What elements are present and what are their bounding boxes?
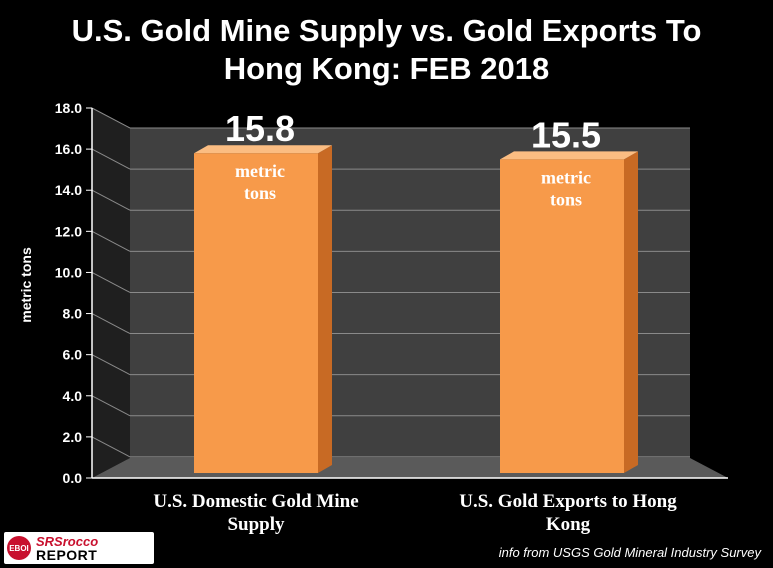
gridline-side [91, 189, 131, 211]
x-category-label-2: U.S. Gold Exports to Hong Kong [438, 490, 698, 536]
unit-label-line1-1: metric [235, 161, 285, 181]
srsrocco-report-logo: EBOI SRSrocco REPORT [4, 532, 154, 564]
logo-name: SRSrocco [36, 534, 99, 549]
unit-label-line2-1: tons [244, 183, 276, 203]
y-tick-label: 14.0 [55, 182, 82, 198]
bar-2 [500, 159, 624, 473]
gridline-side [91, 230, 131, 252]
gridline-side [91, 148, 131, 170]
chart-title-line-1: U.S. Gold Mine Supply vs. Gold Exports T… [71, 13, 702, 48]
y-tick-label: 8.0 [63, 306, 83, 322]
y-tick-label: 16.0 [55, 141, 82, 157]
y-tick-label: 4.0 [63, 388, 83, 404]
x-category-label-1-line-2: Supply [227, 514, 285, 535]
logo-badge-icon: EBOI [7, 536, 31, 560]
y-tick-label: 6.0 [63, 347, 83, 363]
y-tick-label: 2.0 [63, 429, 83, 445]
y-tick-label: 12.0 [55, 223, 82, 239]
chart-title-line-2: Hong Kong: FEB 2018 [223, 51, 550, 86]
value-label-2: 15.5 [531, 114, 601, 155]
side-wall [92, 108, 130, 478]
y-tick-label: 18.0 [55, 100, 82, 116]
logo-report: REPORT [36, 547, 98, 563]
value-label-1: 15.8 [225, 108, 295, 149]
gridline-side [91, 436, 131, 458]
bar-side-1 [318, 145, 332, 473]
x-category-label-2-line-2: Kong [545, 514, 591, 535]
x-category-label-2-line-1: U.S. Gold Exports to Hong [459, 491, 677, 512]
gridline-side [91, 272, 131, 293]
y-axis-label: metric tons [18, 247, 34, 323]
chart-title: U.S. Gold Mine Supply vs. Gold Exports T… [0, 12, 773, 88]
y-tick-label: 0.0 [63, 470, 83, 486]
bar-top-2 [500, 151, 638, 160]
x-category-label-1-line-1: U.S. Domestic Gold Mine [153, 491, 359, 512]
gridline-side [91, 107, 131, 129]
gridline-side [91, 313, 131, 334]
x-category-label-1: U.S. Domestic Gold Mine Supply [126, 490, 386, 536]
unit-label-line1-2: metric [541, 167, 591, 187]
bar-top-1 [194, 145, 332, 154]
bar-side-2 [624, 151, 638, 473]
source-note: info from USGS Gold Mineral Industry Sur… [498, 545, 761, 560]
bar-1 [194, 153, 318, 473]
gridline-side [91, 354, 131, 376]
gridline-side [91, 395, 131, 417]
y-tick-label: 10.0 [55, 264, 82, 280]
unit-label-line2-2: tons [550, 189, 582, 209]
